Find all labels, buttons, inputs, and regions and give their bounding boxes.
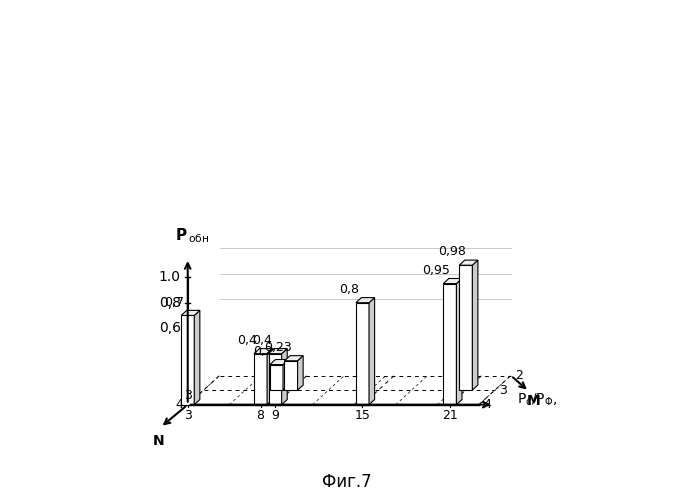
Text: 8: 8 [257,409,264,422]
Text: 21: 21 [442,409,458,422]
Text: 0,7: 0,7 [164,296,185,308]
Polygon shape [473,260,478,390]
Polygon shape [298,356,303,390]
Polygon shape [270,360,289,364]
Polygon shape [269,354,282,405]
Text: 1.0: 1.0 [159,270,181,284]
Polygon shape [285,356,303,361]
Text: 0,4: 0,4 [237,334,257,347]
Text: 0,98: 0,98 [439,246,466,258]
Text: 0,4: 0,4 [252,334,271,347]
Text: 9: 9 [271,409,279,422]
Text: Фиг.7: Фиг.7 [322,473,372,491]
Polygon shape [194,310,200,404]
Text: P$_{\rm \,обн}$: P$_{\rm \,обн}$ [175,226,210,245]
Text: 2: 2 [516,369,523,382]
Polygon shape [267,348,273,405]
Text: 0,6: 0,6 [159,321,181,335]
Text: 3: 3 [500,384,507,396]
Text: P$_{\rm c}$/P$_{\rm \Phi}$,: P$_{\rm c}$/P$_{\rm \Phi}$, [517,392,558,408]
Text: 0,23: 0,23 [264,341,291,354]
Text: 0,2: 0,2 [253,345,273,358]
Text: 3: 3 [184,409,192,422]
Polygon shape [282,348,287,405]
Text: 15: 15 [355,409,371,422]
Text: 3: 3 [185,389,192,402]
Polygon shape [356,302,369,404]
Polygon shape [181,316,194,404]
Text: N: N [152,434,164,448]
Polygon shape [457,278,462,404]
Text: 4: 4 [484,398,491,411]
Polygon shape [254,348,273,354]
Polygon shape [254,354,267,405]
Text: 0,8: 0,8 [159,296,181,310]
Text: 0,95: 0,95 [423,264,450,277]
Polygon shape [283,360,289,390]
Polygon shape [285,361,298,390]
Polygon shape [269,348,287,354]
Polygon shape [181,310,200,316]
Polygon shape [356,298,375,302]
Polygon shape [459,260,478,265]
Text: 0,8: 0,8 [339,283,359,296]
Polygon shape [369,298,375,405]
Text: 4: 4 [176,398,183,411]
Polygon shape [270,364,283,390]
Polygon shape [443,278,462,283]
Text: M: M [527,394,541,407]
Polygon shape [443,284,457,405]
Polygon shape [459,265,473,390]
